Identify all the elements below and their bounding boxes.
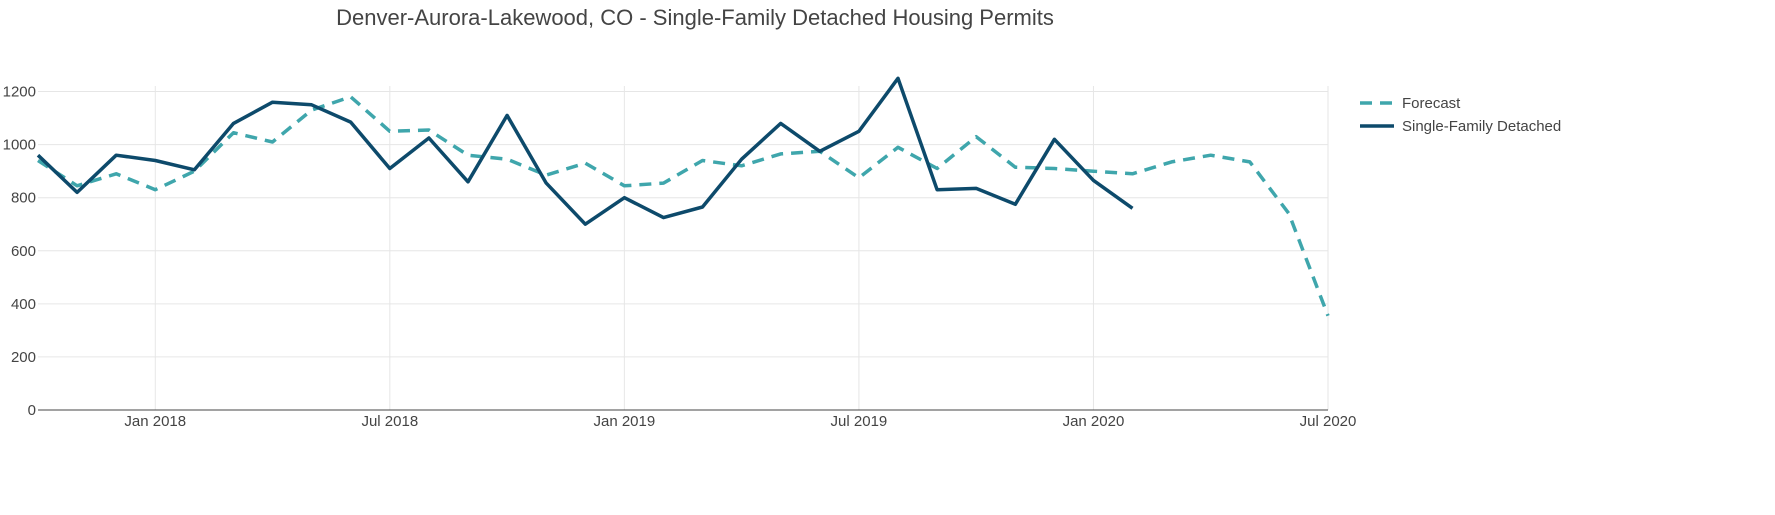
y-tick-label: 200 — [11, 349, 36, 366]
y-tick-label: 400 — [11, 296, 36, 313]
legend-label: Single-Family Detached — [1402, 118, 1561, 135]
x-tick-label: Jan 2019 — [593, 413, 655, 430]
grid-layer — [38, 86, 1329, 410]
legend[interactable]: Forecast Single-Family Detached — [1360, 95, 1561, 135]
y-tick-label: 1000 — [3, 137, 36, 154]
series-layer — [36, 76, 1330, 317]
axis-layer: 0 200 400 600 800 1000 1200 Jan 2018 Jul 2018 Jan… — [3, 84, 1357, 430]
series-line-forecast[interactable] — [37, 95, 1330, 317]
y-tick-label: 600 — [11, 243, 36, 260]
x-tick-label: Jan 2020 — [1063, 413, 1125, 430]
legend-item[interactable]: Single-Family Detached — [1360, 118, 1561, 135]
legend-item[interactable]: Forecast — [1360, 95, 1461, 112]
y-tick-label: 1200 — [3, 84, 36, 101]
legend-label: Forecast — [1402, 95, 1461, 112]
series-line-single-family-detached[interactable] — [36, 76, 1134, 226]
x-tick-label: Jul 2019 — [831, 413, 888, 430]
x-tick-label: Jul 2018 — [361, 413, 418, 430]
x-tick-label: Jan 2018 — [124, 413, 186, 430]
chart-title: Denver-Aurora-Lakewood, CO - Single-Fami… — [336, 5, 1054, 30]
y-tick-label: 800 — [11, 190, 36, 207]
y-tick-label: 0 — [28, 402, 36, 419]
x-tick-label: Jul 2020 — [1300, 413, 1357, 430]
